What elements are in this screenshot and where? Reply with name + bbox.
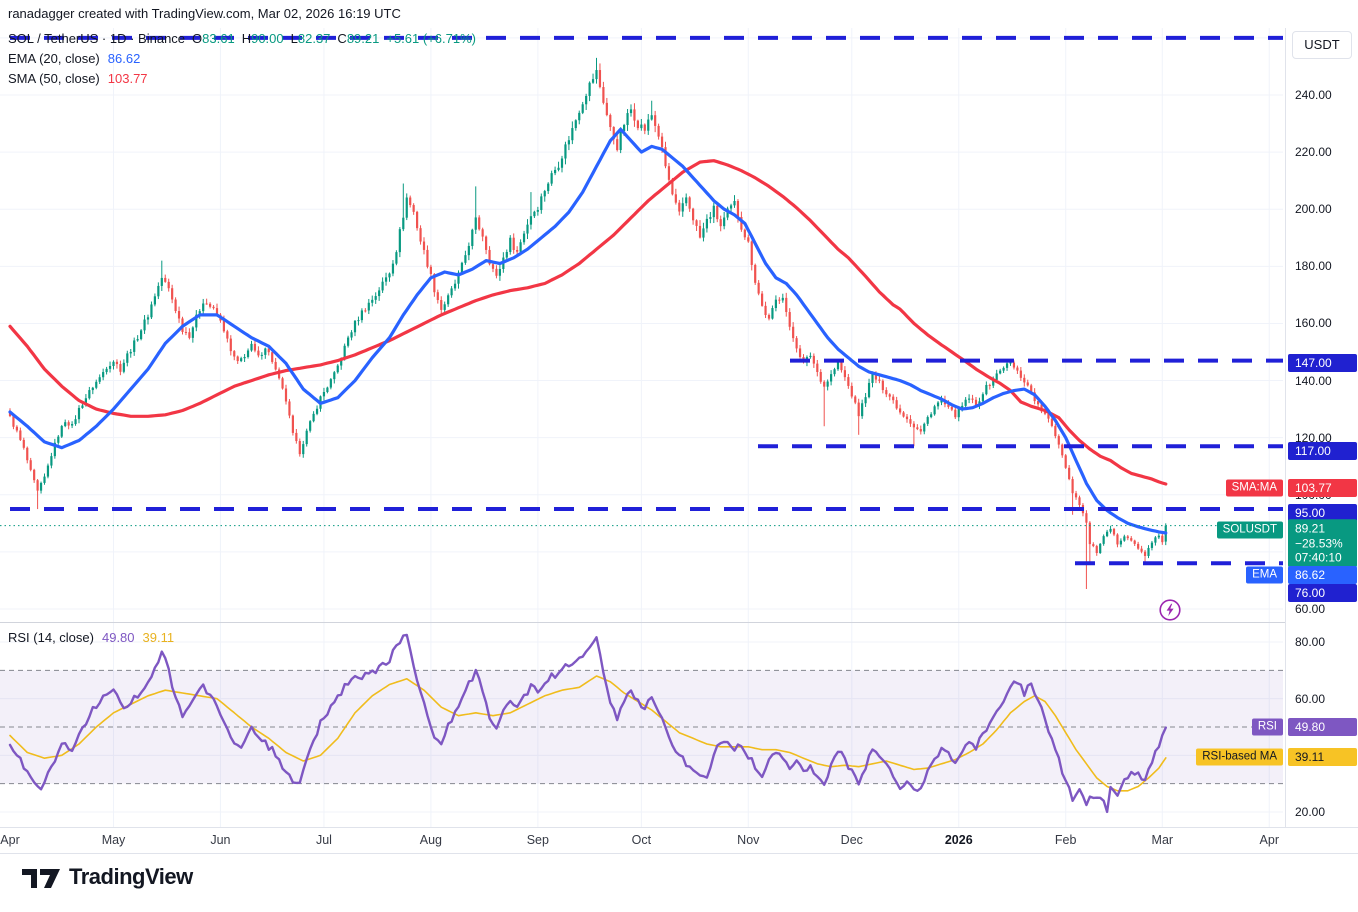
rsi-ma-value: 39.11 — [142, 630, 175, 645]
scale-tick: 160.00 — [1295, 316, 1332, 331]
series-tag: RSI-based MA — [1196, 748, 1283, 766]
price-scale-label: 86.62 — [1288, 566, 1357, 584]
sma-value: 103.77 — [107, 71, 148, 86]
rsi-chart-svg — [0, 623, 1283, 827]
symbol-row[interactable]: SOL / TetherUS · 1D · Binance O83.61 H90.0… — [8, 30, 476, 47]
currency-toggle-button[interactable]: USDT — [1292, 31, 1352, 59]
tradingview-logo-text: TradingView — [69, 864, 193, 889]
sma-legend-row[interactable]: SMA (50, close) 103.77 — [8, 70, 476, 87]
ohlc-low-letter: L — [290, 31, 298, 46]
price-scale-label: 117.00 — [1288, 442, 1357, 460]
rsi-legend[interactable]: RSI (14, close) 49.80 39.11 — [8, 630, 174, 645]
ema-value: 86.62 — [107, 51, 141, 66]
ohlc-high-letter: H — [241, 31, 252, 46]
ohlc-close-value: 89.21 — [346, 31, 380, 46]
tradingview-logo[interactable]: TradingView — [22, 864, 193, 890]
price-pane[interactable]: SOL / TetherUS · 1D · Binance O83.61 H90.0… — [0, 28, 1285, 622]
ema-label: EMA (20, close) — [8, 51, 100, 66]
rsi-pane[interactable]: RSI (14, close) 49.80 39.11 RSI RSI-based M… — [0, 623, 1285, 827]
ohlc-high-value: 90.00 — [251, 31, 284, 46]
time-axis-label: Aug — [419, 833, 443, 847]
time-axis-label: 2026 — [944, 833, 973, 847]
time-axis-label: Feb — [1054, 833, 1077, 847]
lightning-icon[interactable] — [1159, 599, 1181, 621]
time-axis-label: Apr — [1259, 833, 1279, 847]
time-axis-label: Jul — [315, 833, 332, 847]
scale-tick: 240.00 — [1295, 88, 1332, 102]
time-axis-label: Dec — [840, 833, 863, 847]
price-chart-svg — [0, 28, 1283, 622]
price-scale-label: 49.80 — [1288, 718, 1357, 736]
series-tag: EMA — [1246, 566, 1283, 584]
scale-tick: 60.00 — [1295, 691, 1326, 706]
series-tag: SMA:MA — [1225, 479, 1283, 497]
ohlc-close-letter: C — [337, 31, 347, 46]
scale-tick: 80.00 — [1295, 635, 1326, 649]
price-scale-label: 147.00 — [1288, 354, 1357, 372]
price-scale-label: 76.00 — [1288, 584, 1357, 602]
change-value: +5.61 (+6.71%) — [386, 31, 476, 46]
time-axis-label: Nov — [737, 833, 760, 847]
pane-separator[interactable] — [0, 622, 1285, 623]
credit-line: ranadagger created with TradingView.com,… — [8, 6, 401, 21]
chart-legend: SOL / TetherUS · 1D · Binance O83.61 H90.0… — [8, 30, 476, 90]
time-axis[interactable]: Apr May Jun Jul Aug Sep Oct Nov Dec 2026 Feb Mar Apr — [0, 827, 1358, 854]
ohlc-low-value: 82.37 — [297, 31, 331, 46]
scale-tick: 220.00 — [1295, 145, 1332, 160]
rsi-value: 49.80 — [101, 630, 135, 645]
ohlc-open-letter: O — [192, 31, 203, 46]
scale-tick: 180.00 — [1295, 259, 1332, 274]
series-tag: RSI — [1251, 718, 1283, 736]
sma-label: SMA (50, close) — [8, 71, 100, 86]
time-axis-label: Sep — [526, 833, 549, 847]
price-scale-label: 39.11 — [1288, 748, 1357, 766]
scale-tick: 20.00 — [1295, 805, 1326, 819]
time-axis-label: May — [101, 833, 126, 847]
price-scale-label: 89.21 −28.53% 07:40:10 — [1288, 519, 1357, 567]
time-axis-label: Oct — [631, 833, 652, 847]
price-scale[interactable]: USDT 240.00 220.00 200.00 180.00 160.00 140.0… — [1285, 28, 1358, 852]
tradingview-logo-mark-icon — [22, 869, 60, 888]
time-axis-label: Jun — [210, 833, 231, 847]
price-scale-label: 103.77 — [1288, 479, 1357, 497]
scale-tick: 120.00 — [1295, 430, 1332, 445]
symbol-title: SOL / TetherUS · 1D · Binance — [8, 31, 186, 46]
time-axis-label: Apr — [0, 833, 20, 847]
ohlc-open-value: 83.61 — [202, 31, 235, 46]
price-scale-label: 95.00 — [1288, 504, 1357, 522]
time-axis-label: Mar — [1151, 833, 1174, 847]
rsi-label: RSI (14, close) — [8, 630, 94, 645]
scale-tick: 60.00 — [1295, 602, 1326, 616]
series-tag: SOLUSDT — [1216, 521, 1283, 539]
scale-tick: 200.00 — [1295, 202, 1332, 217]
ema-legend-row[interactable]: EMA (20, close) 86.62 — [8, 50, 476, 67]
scale-tick: 140.00 — [1295, 373, 1332, 388]
